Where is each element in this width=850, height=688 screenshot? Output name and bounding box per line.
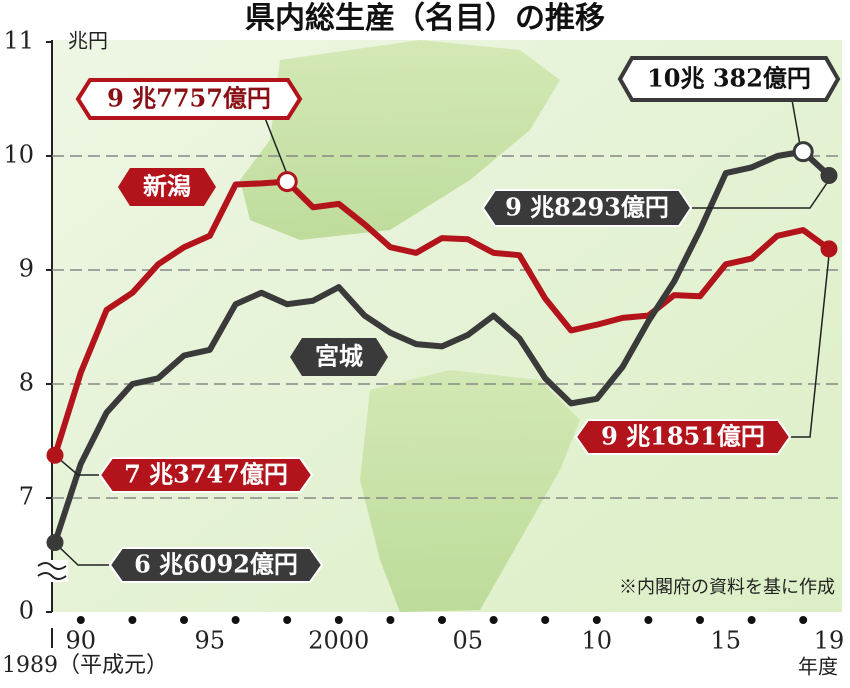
y-tick-label: 0 [19,597,34,625]
legend-tag [118,168,216,206]
x-tick-label: 1989（平成元） [2,653,168,678]
y-tick-label: 11 [3,27,34,55]
x-tick-dot [644,616,653,624]
axis-break [37,562,67,580]
callout-box [617,56,841,102]
data-point [820,240,838,258]
x-tick-label: 15 [711,627,742,655]
value-label: 9 兆7757億円 [107,84,271,113]
y-tick-label: 10 [3,141,34,169]
y-tick-label: 9 [19,255,34,283]
callout-box [108,547,324,583]
x-tick-dot [386,616,395,624]
x-tick-dot [128,616,137,624]
y-unit: 兆円 [68,29,108,53]
y-tick-label: 8 [19,369,34,397]
data-point [46,534,64,552]
x-tick-dot [283,616,292,624]
data-point [792,141,814,163]
x-tick-dot [76,616,85,624]
x-tick-dot [180,616,188,624]
value-label: 7 兆3747億円 [124,460,288,489]
value-label: 10兆 382億円 [647,64,811,93]
y-tick-label: 7 [19,483,34,511]
x-tick-dot [747,616,756,624]
x-tick-label: 10 [582,627,613,655]
legend-label: 新潟 [143,172,191,201]
x-tick-dot [696,616,704,624]
x-tick-dot [592,616,601,624]
series-line [52,178,831,457]
callout-box [75,78,303,120]
x-unit: 年度 [798,655,838,679]
map-shape [360,370,580,612]
value-label: 6 兆6092億円 [134,550,298,579]
x-tick-label: 05 [453,627,484,655]
data-point [276,171,298,193]
x-tick-dot [231,616,240,624]
legend-label: 宮城 [315,342,363,371]
chart-title: 県内総生産（名目）の推移 [245,1,605,36]
x-tick-dot [438,616,446,624]
callout-box [98,457,314,493]
value-label: 9 兆1851億円 [601,422,765,451]
value-label: 9 兆8293億円 [505,193,669,222]
x-tick-dot [799,616,808,624]
data-point [46,446,64,464]
x-tick-dot [489,616,498,624]
x-tick-dot [334,616,343,624]
map-shape [240,40,560,240]
x-tick-dot [541,616,550,624]
series-line [52,148,832,544]
x-tick-label: 19 [814,627,845,655]
source-note: ※内閣府の資料を基に作成 [619,577,835,598]
legend-tag [290,338,388,376]
callout-box [574,419,792,455]
x-tick-label: 95 [195,627,226,655]
data-point [820,166,838,184]
x-tick-label: 90 [66,627,97,655]
x-tick-label: 2000 [308,627,369,655]
callout-box [481,189,693,227]
axis-break [36,560,68,582]
